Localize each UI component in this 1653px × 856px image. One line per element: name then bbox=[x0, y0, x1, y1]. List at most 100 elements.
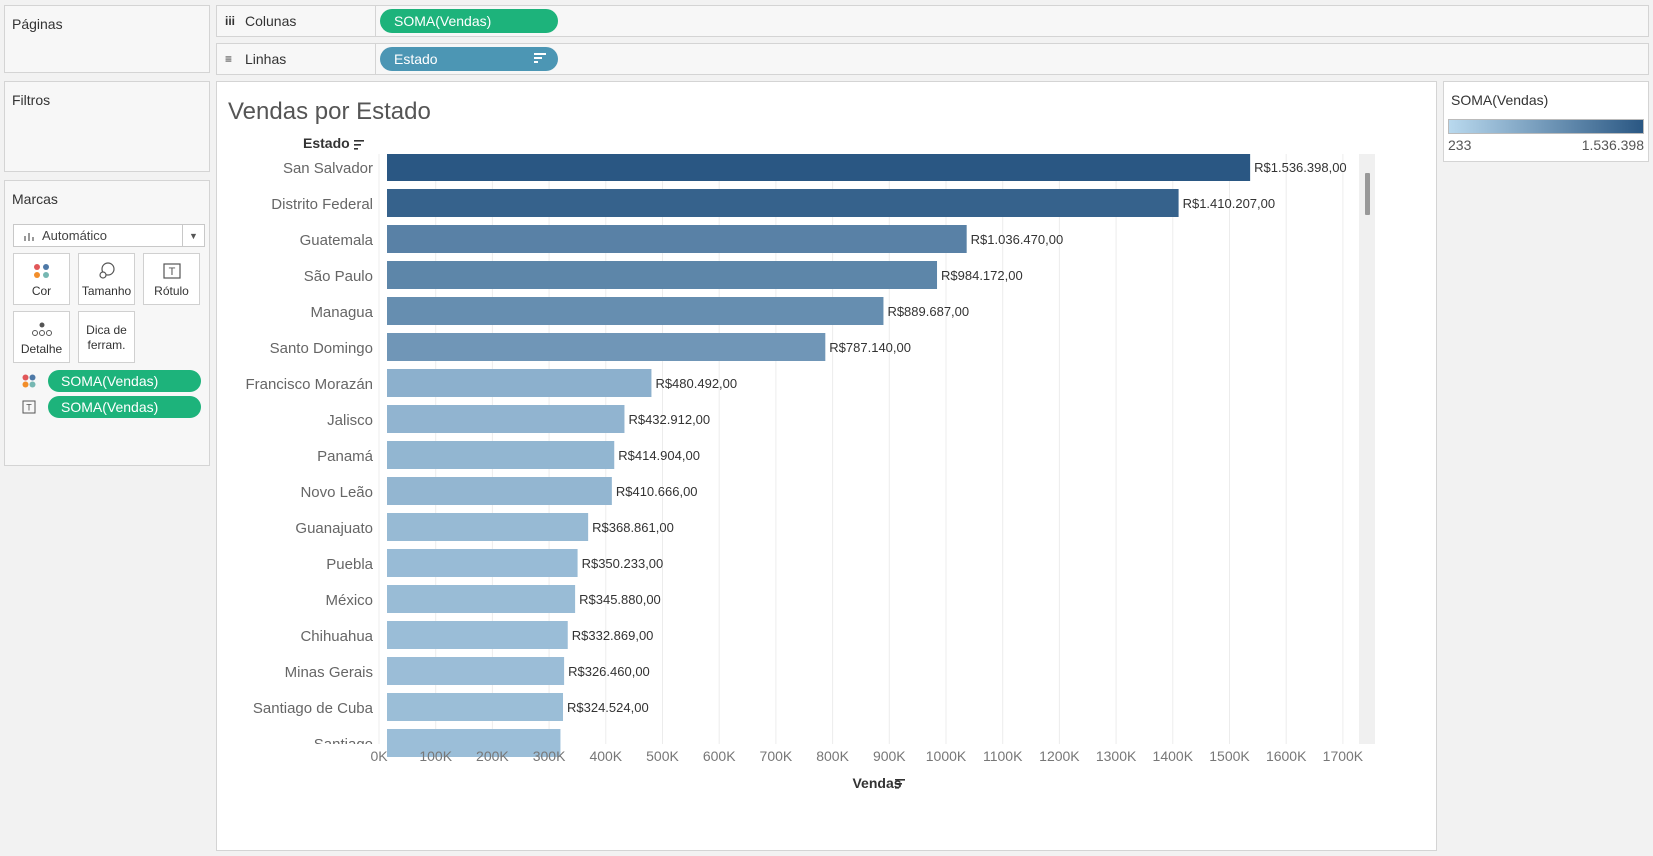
x-tick-label: 1000K bbox=[926, 748, 967, 764]
bar[interactable] bbox=[379, 729, 561, 757]
label-button[interactable]: T Rótulo bbox=[143, 253, 200, 305]
bar[interactable] bbox=[379, 405, 625, 433]
sort-descending-icon[interactable] bbox=[895, 779, 905, 789]
x-tick-label: 800K bbox=[816, 748, 849, 764]
x-tick-label: 1300K bbox=[1096, 748, 1137, 764]
category-label[interactable]: Panamá bbox=[317, 448, 374, 465]
rows-shelf[interactable]: ≡ Linhas Estado bbox=[216, 43, 1649, 75]
filters-card[interactable]: Filtros bbox=[4, 81, 210, 172]
rows-shelf-label: ≡ Linhas bbox=[217, 44, 376, 74]
bar[interactable] bbox=[379, 549, 578, 577]
data-label: R$345.880,00 bbox=[579, 592, 661, 607]
label-field-pill[interactable]: SOMA(Vendas) bbox=[48, 396, 201, 418]
x-tick-label: 0K bbox=[370, 748, 388, 764]
columns-field-pill[interactable]: SOMA(Vendas) bbox=[380, 9, 558, 33]
bar[interactable] bbox=[379, 297, 884, 325]
color-field-pill[interactable]: SOMA(Vendas) bbox=[48, 370, 201, 392]
x-tick-label: 1400K bbox=[1153, 748, 1194, 764]
legend-title: SOMA(Vendas) bbox=[1451, 92, 1549, 108]
mark-type-dropdown[interactable]: Automático ▼ bbox=[13, 224, 205, 247]
bar[interactable] bbox=[379, 477, 612, 505]
svg-text:T: T bbox=[26, 403, 32, 413]
tooltip-button-label-line1: Dica de bbox=[86, 323, 127, 337]
filters-title: Filtros bbox=[12, 92, 51, 108]
columns-shelf-label: iii Colunas bbox=[217, 6, 376, 36]
x-tick-label: 200K bbox=[476, 748, 509, 764]
bar[interactable] bbox=[379, 333, 826, 361]
category-label[interactable]: Chihuahua bbox=[300, 628, 373, 645]
sort-descending-icon[interactable] bbox=[534, 53, 546, 65]
category-label[interactable]: Managua bbox=[310, 304, 373, 321]
bar[interactable] bbox=[379, 693, 564, 721]
x-tick-label: 1500K bbox=[1209, 748, 1250, 764]
x-tick-label: 1600K bbox=[1266, 748, 1307, 764]
category-label[interactable]: México bbox=[325, 592, 373, 609]
detail-button[interactable]: Detalhe bbox=[13, 311, 70, 363]
bar[interactable] bbox=[379, 513, 589, 541]
category-label[interactable]: Santo Domingo bbox=[270, 340, 373, 357]
category-labels: San Salvador Distrito Federal Guatemala São… bbox=[245, 160, 374, 753]
category-label[interactable]: Jalisco bbox=[327, 412, 373, 429]
legend-color-ramp bbox=[1448, 119, 1644, 134]
chart-title: Vendas por Estado bbox=[228, 98, 431, 125]
bar[interactable] bbox=[379, 657, 565, 685]
category-label[interactable]: San Salvador bbox=[283, 160, 373, 177]
category-label[interactable]: Puebla bbox=[326, 556, 373, 573]
category-label[interactable]: Francisco Morazán bbox=[245, 376, 373, 393]
category-label[interactable]: Guatemala bbox=[300, 232, 374, 249]
x-tick-label: 1200K bbox=[1039, 748, 1080, 764]
x-tick-label: 1100K bbox=[983, 748, 1023, 764]
data-label: R$324.524,00 bbox=[567, 700, 649, 715]
size-icon bbox=[79, 262, 134, 280]
bar[interactable] bbox=[379, 369, 652, 397]
chart-view: Vendas por Estado Estado R$1.536.398,00 R… bbox=[216, 81, 1437, 851]
columns-field-pill-label: SOMA(Vendas) bbox=[394, 13, 492, 29]
x-tick-label: 1700K bbox=[1323, 748, 1364, 764]
bar[interactable] bbox=[379, 261, 938, 289]
bar[interactable] bbox=[379, 441, 615, 469]
tooltip-button[interactable]: Dica de ferram. bbox=[78, 311, 135, 363]
data-label: R$984.172,00 bbox=[941, 268, 1023, 283]
category-label[interactable]: Guanajuato bbox=[295, 520, 373, 537]
color-legend[interactable]: SOMA(Vendas) 233 1.536.398 bbox=[1443, 81, 1649, 162]
legend-min: 233 bbox=[1448, 137, 1472, 153]
category-label[interactable]: Distrito Federal bbox=[271, 196, 373, 213]
color-button-label: Cor bbox=[31, 284, 52, 298]
label-field-pill-label: SOMA(Vendas) bbox=[61, 399, 159, 415]
pages-title: Páginas bbox=[12, 16, 63, 32]
bars-group: R$1.536.398,00 R$1.410.207,00 R$1.036.470,… bbox=[379, 153, 1347, 757]
data-label: R$1.536.398,00 bbox=[1254, 160, 1347, 175]
pages-card: Páginas bbox=[4, 5, 210, 73]
bar[interactable] bbox=[379, 189, 1179, 217]
x-tick-label: 900K bbox=[873, 748, 906, 764]
color-button[interactable]: Cor bbox=[13, 253, 70, 305]
bar[interactable] bbox=[379, 153, 1251, 181]
row-header-estado[interactable]: Estado bbox=[303, 135, 350, 151]
category-label[interactable]: Minas Gerais bbox=[285, 664, 373, 681]
marks-title: Marcas bbox=[12, 191, 58, 207]
data-label: R$326.460,00 bbox=[568, 664, 650, 679]
category-label[interactable]: Santiago bbox=[314, 736, 373, 753]
category-label[interactable]: São Paulo bbox=[304, 268, 373, 285]
chevron-down-icon[interactable]: ▼ bbox=[182, 225, 204, 246]
marks-card: Marcas Automático ▼ Cor Tamanho T Rótulo… bbox=[4, 180, 210, 466]
data-label: R$1.036.470,00 bbox=[971, 232, 1064, 247]
size-button[interactable]: Tamanho bbox=[78, 253, 135, 305]
bar[interactable] bbox=[379, 225, 967, 253]
legend-max: 1.536.398 bbox=[1581, 137, 1644, 153]
data-label: R$1.410.207,00 bbox=[1183, 196, 1276, 211]
color-field-pill-label: SOMA(Vendas) bbox=[61, 373, 159, 389]
scrollbar-track[interactable] bbox=[1359, 154, 1375, 744]
rows-label-text: Linhas bbox=[245, 51, 287, 67]
category-label[interactable]: Novo Leão bbox=[300, 484, 373, 501]
columns-shelf[interactable]: iii Colunas SOMA(Vendas) bbox=[216, 5, 1649, 37]
bar[interactable] bbox=[379, 585, 576, 613]
bar[interactable] bbox=[379, 621, 568, 649]
data-label: R$480.492,00 bbox=[655, 376, 737, 391]
color-palette-icon bbox=[14, 262, 69, 280]
category-label[interactable]: Santiago de Cuba bbox=[253, 700, 374, 717]
data-label: R$414.904,00 bbox=[618, 448, 700, 463]
scrollbar-thumb[interactable] bbox=[1365, 173, 1370, 215]
sort-descending-icon[interactable] bbox=[354, 140, 364, 150]
rows-field-pill[interactable]: Estado bbox=[380, 47, 558, 71]
